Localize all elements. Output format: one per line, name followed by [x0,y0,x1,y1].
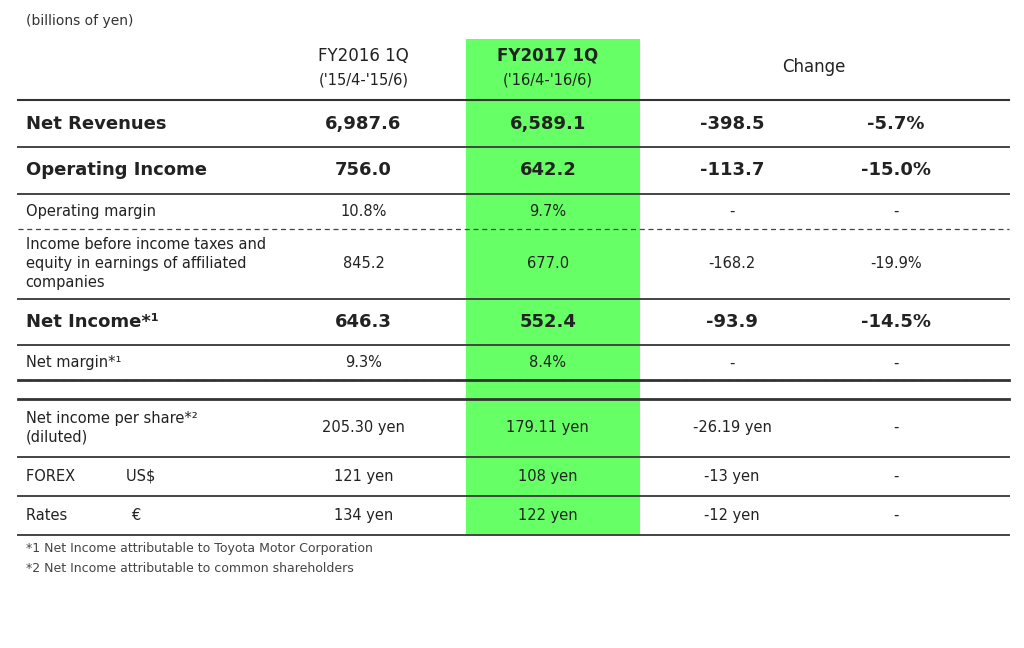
Text: 642.2: 642.2 [519,161,577,179]
Text: 845.2: 845.2 [343,256,384,272]
Text: -: - [893,355,899,371]
Text: FY2016 1Q: FY2016 1Q [318,47,409,65]
Text: 134 yen: 134 yen [334,507,393,523]
Text: Operating margin: Operating margin [26,203,156,219]
Text: -398.5: -398.5 [700,115,764,133]
Text: -: - [729,355,735,371]
Text: ('15/4-'15/6): ('15/4-'15/6) [318,73,409,87]
Text: FOREX           US$: FOREX US$ [26,469,155,484]
Text: 677.0: 677.0 [526,256,569,272]
Text: 552.4: 552.4 [519,313,577,331]
Text: 6,589.1: 6,589.1 [510,115,586,133]
Bar [466,496,640,535]
Text: 6,987.6: 6,987.6 [326,115,401,133]
Text: -93.9: -93.9 [707,313,758,331]
Text: -5.7%: -5.7% [867,115,925,133]
Text: -26.19 yen: -26.19 yen [692,420,772,435]
Text: -: - [893,469,899,484]
Text: Net margin*¹: Net margin*¹ [26,355,121,371]
Text: Income before income taxes and
equity in earnings of affiliated
companies: Income before income taxes and equity in… [26,237,265,290]
Bar [466,345,640,380]
Text: FY2017 1Q: FY2017 1Q [498,47,598,65]
Text: -: - [729,203,735,219]
Bar [466,457,640,496]
Text: Operating Income: Operating Income [26,161,207,179]
Text: 205.30 yen: 205.30 yen [323,420,404,435]
Text: 10.8%: 10.8% [340,203,387,219]
Text: 646.3: 646.3 [335,313,392,331]
Text: -13 yen: -13 yen [705,469,760,484]
Text: -15.0%: -15.0% [861,161,931,179]
Text: -: - [893,203,899,219]
Text: Rates              €: Rates € [26,507,141,523]
Bar [466,39,640,100]
Text: 108 yen: 108 yen [518,469,578,484]
Bar [466,299,640,345]
Text: -168.2: -168.2 [709,256,756,272]
Text: Net Income*¹: Net Income*¹ [26,313,159,331]
Text: 179.11 yen: 179.11 yen [507,420,589,435]
Bar [466,229,640,299]
Bar [466,380,640,399]
Text: 122 yen: 122 yen [518,507,578,523]
Text: 756.0: 756.0 [335,161,392,179]
Bar [466,194,640,229]
Bar [466,147,640,194]
Text: 9.7%: 9.7% [529,203,566,219]
Text: -14.5%: -14.5% [861,313,931,331]
Text: -113.7: -113.7 [700,161,764,179]
Text: *1 Net Income attributable to Toyota Motor Corporation: *1 Net Income attributable to Toyota Mot… [26,542,373,555]
Bar [466,399,640,457]
Text: *2 Net Income attributable to common shareholders: *2 Net Income attributable to common sha… [26,562,353,575]
Text: -12 yen: -12 yen [705,507,760,523]
Text: Net Revenues: Net Revenues [26,115,166,133]
Text: Net income per share*²
(diluted): Net income per share*² (diluted) [26,411,198,445]
Text: 9.3%: 9.3% [345,355,382,371]
Text: 121 yen: 121 yen [334,469,393,484]
Text: -19.9%: -19.9% [870,256,922,272]
Text: ('16/4-'16/6): ('16/4-'16/6) [503,73,593,87]
Text: 8.4%: 8.4% [529,355,566,371]
Text: (billions of yen): (billions of yen) [26,14,133,29]
Text: -: - [893,420,899,435]
Bar [466,100,640,147]
Text: -: - [893,507,899,523]
Text: Change: Change [782,58,846,76]
